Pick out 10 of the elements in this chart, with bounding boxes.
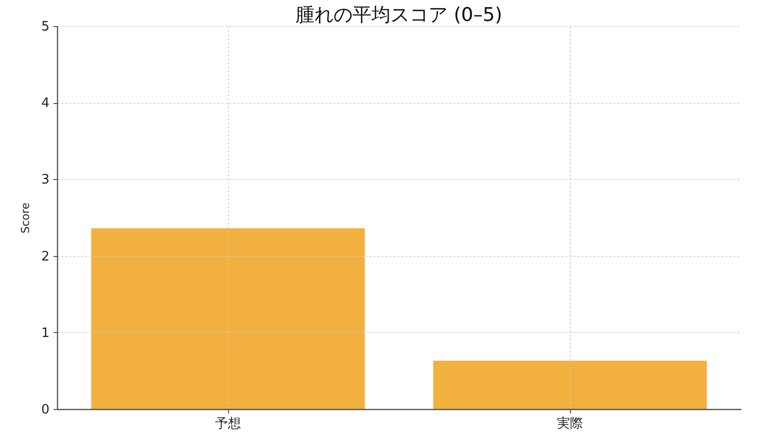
y-tick-label: 5 — [41, 20, 50, 34]
y-tick-label: 1 — [41, 326, 50, 341]
y-tick-label: 2 — [41, 249, 50, 264]
x-tick-label: 予想 — [215, 416, 241, 432]
x-tick-label: 実際 — [557, 416, 583, 432]
y-tick-label: 0 — [41, 402, 50, 418]
y-tick-label: 3 — [41, 172, 50, 188]
y-axis-title: Score — [19, 202, 32, 234]
chart-title: 腫れの平均スコア (0–5) — [296, 4, 502, 26]
y-tick-label: 4 — [41, 96, 50, 112]
